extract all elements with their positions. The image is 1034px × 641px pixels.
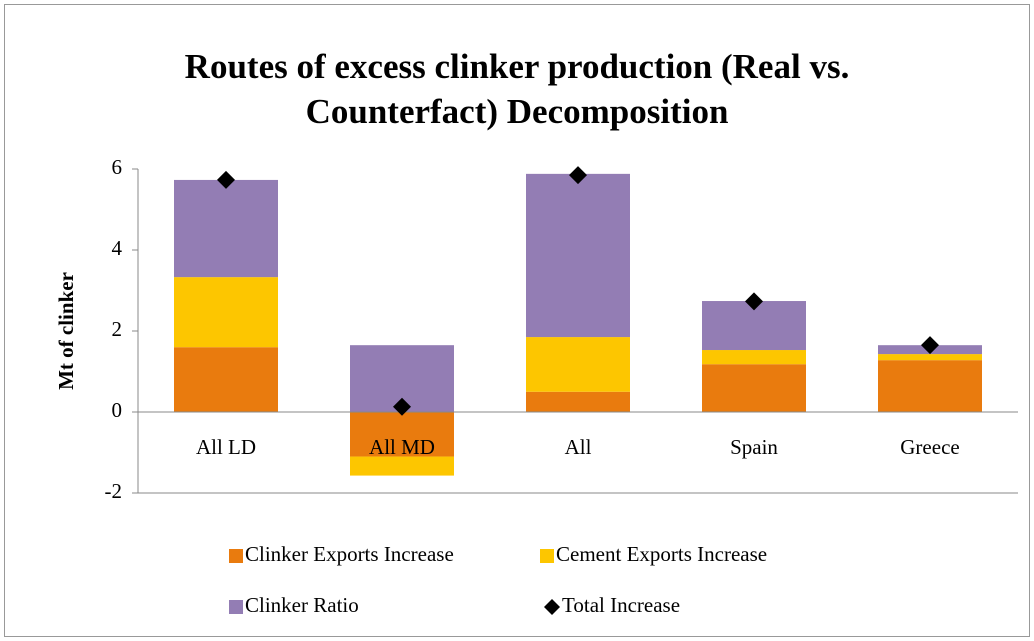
x-tick-label: All LD — [196, 435, 256, 459]
total-marker — [745, 292, 763, 311]
bar-segment — [350, 456, 454, 476]
y-tick-label: 6 — [112, 155, 123, 179]
bar-segment — [526, 173, 630, 338]
chart-border — [4, 4, 1030, 637]
x-tick-label: Greece — [900, 435, 959, 459]
bar-segment — [526, 337, 630, 392]
legend-label: Clinker Exports Increase — [245, 542, 454, 566]
y-tick-label: 0 — [112, 398, 123, 422]
legend-swatch — [540, 549, 554, 563]
chart-title: Routes of excess clinker production (Rea… — [184, 47, 850, 131]
y-tick-label: -2 — [105, 479, 123, 503]
bar-segment — [526, 391, 630, 412]
legend-swatch — [229, 549, 243, 563]
legend-label: Cement Exports Increase — [556, 542, 767, 566]
x-tick-label: All MD — [369, 435, 435, 459]
legend-marker — [544, 599, 560, 615]
y-tick-label: 4 — [112, 236, 123, 260]
bar-segment — [702, 350, 806, 365]
total-marker — [569, 166, 587, 185]
bar-segment — [878, 354, 982, 361]
x-tick-label: All — [565, 435, 592, 459]
bar-segment — [878, 360, 982, 412]
bar-segment — [702, 364, 806, 412]
legend-label: Total Increase — [562, 593, 680, 617]
x-tick-label: Spain — [730, 435, 778, 459]
total-marker — [217, 170, 235, 189]
total-marker — [921, 336, 939, 355]
legend-swatch — [229, 600, 243, 614]
bar-segment — [174, 179, 278, 278]
bar-segment — [174, 347, 278, 412]
y-tick-label: 2 — [112, 317, 123, 341]
total-marker — [393, 397, 411, 416]
y-axis-label: Mt of clinker — [54, 272, 78, 390]
bar-segment — [174, 277, 278, 348]
bar-segment — [350, 412, 454, 457]
legend-label: Clinker Ratio — [245, 593, 359, 617]
